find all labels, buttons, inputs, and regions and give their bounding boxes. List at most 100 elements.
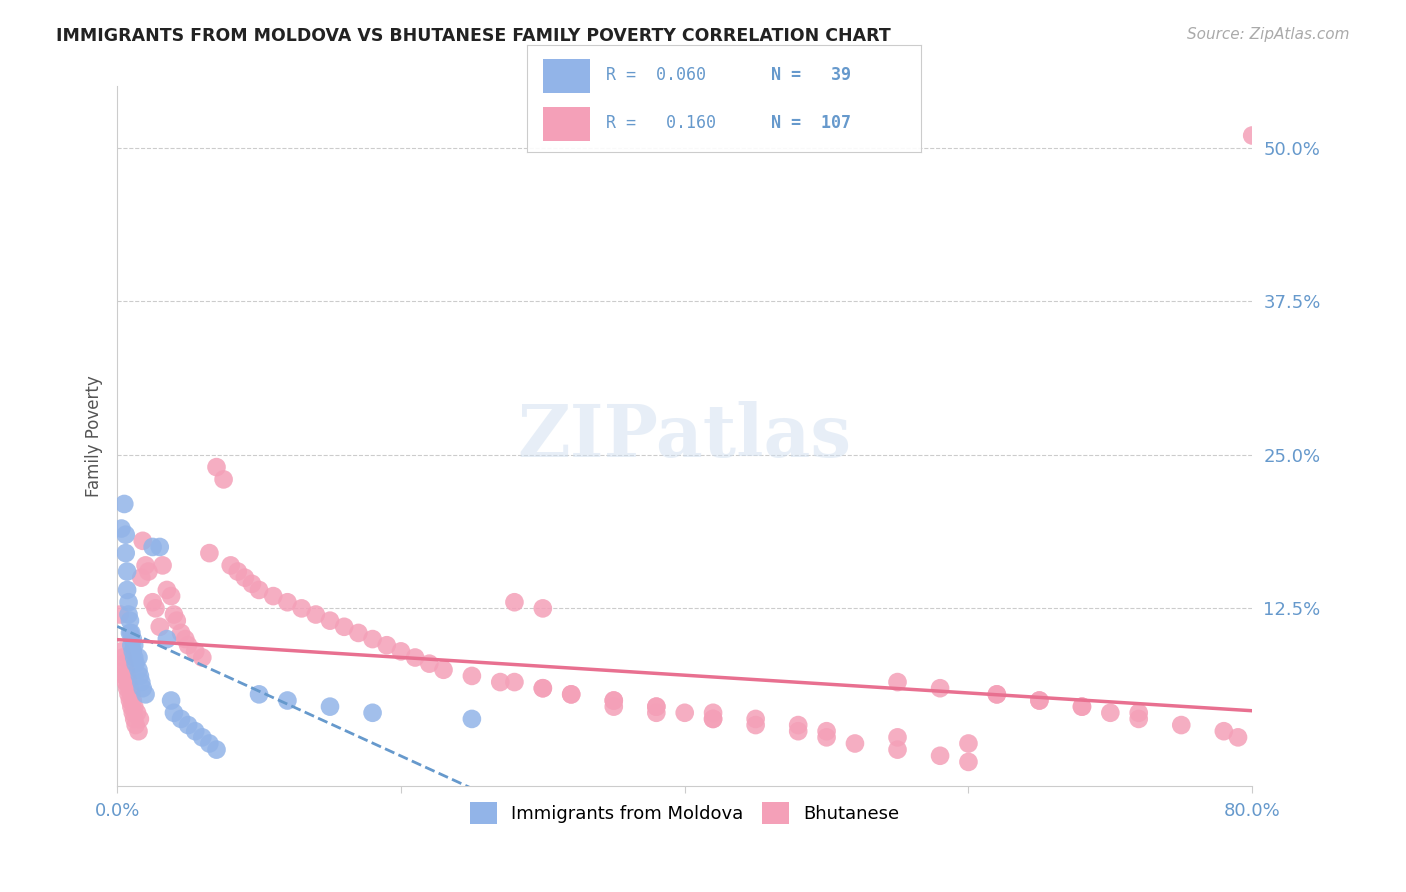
Point — [603, 693, 626, 707]
Point — [166, 614, 188, 628]
Point — [489, 675, 512, 690]
Point — [929, 681, 952, 696]
Point — [531, 681, 554, 696]
Point — [124, 718, 146, 732]
Point — [120, 699, 142, 714]
Point — [112, 669, 135, 683]
Point — [347, 626, 370, 640]
Point — [120, 638, 142, 652]
Point — [142, 540, 165, 554]
Point — [212, 472, 235, 486]
Point — [184, 644, 207, 658]
Point — [375, 638, 398, 652]
Point — [645, 706, 668, 720]
Point — [184, 724, 207, 739]
FancyBboxPatch shape — [543, 59, 591, 93]
Point — [957, 737, 980, 751]
Point — [240, 577, 263, 591]
Point — [815, 724, 838, 739]
Point — [174, 632, 197, 646]
Point — [404, 650, 426, 665]
Point — [115, 681, 138, 696]
Point — [142, 595, 165, 609]
Point — [305, 607, 328, 622]
Point — [1028, 693, 1050, 707]
Text: R =   0.160: R = 0.160 — [606, 114, 716, 132]
Point — [118, 681, 141, 696]
Point — [121, 644, 143, 658]
Point — [560, 687, 582, 701]
Point — [645, 699, 668, 714]
Point — [121, 706, 143, 720]
Point — [461, 669, 484, 683]
Point — [177, 718, 200, 732]
Point — [702, 712, 724, 726]
Point — [120, 687, 142, 701]
Point — [122, 699, 145, 714]
Point — [418, 657, 440, 671]
Point — [152, 558, 174, 573]
Point — [1212, 724, 1234, 739]
Point — [844, 737, 866, 751]
Text: N =  107: N = 107 — [772, 114, 851, 132]
Point — [114, 663, 136, 677]
Point — [276, 595, 298, 609]
Point — [560, 687, 582, 701]
Point — [503, 675, 526, 690]
Point — [886, 675, 908, 690]
Point — [160, 693, 183, 707]
Point — [531, 601, 554, 615]
Point — [118, 626, 141, 640]
Point — [135, 558, 157, 573]
Point — [673, 706, 696, 720]
Point — [361, 706, 384, 720]
Point — [1071, 699, 1094, 714]
Point — [149, 620, 172, 634]
Point — [117, 675, 139, 690]
Point — [115, 582, 138, 597]
Point — [191, 731, 214, 745]
Point — [702, 712, 724, 726]
Point — [1128, 706, 1150, 720]
Point — [145, 601, 167, 615]
Point — [361, 632, 384, 646]
Point — [503, 595, 526, 609]
Point — [160, 589, 183, 603]
Point — [110, 644, 132, 658]
Point — [1227, 731, 1250, 745]
Point — [461, 712, 484, 726]
Point — [177, 638, 200, 652]
Point — [787, 718, 810, 732]
Point — [122, 712, 145, 726]
Point — [219, 558, 242, 573]
Point — [787, 724, 810, 739]
Point — [115, 669, 138, 683]
Point — [128, 669, 150, 683]
Point — [291, 601, 314, 615]
Point — [319, 699, 342, 714]
Point — [432, 663, 454, 677]
Point — [886, 731, 908, 745]
Point — [1099, 706, 1122, 720]
Point — [118, 614, 141, 628]
Point — [121, 693, 143, 707]
Point — [191, 650, 214, 665]
Point — [122, 650, 145, 665]
Point — [111, 650, 134, 665]
Point — [247, 582, 270, 597]
Point — [986, 687, 1008, 701]
Point — [333, 620, 356, 634]
Point — [112, 657, 135, 671]
Point — [131, 675, 153, 690]
Point — [603, 699, 626, 714]
Text: IMMIGRANTS FROM MOLDOVA VS BHUTANESE FAMILY POVERTY CORRELATION CHART: IMMIGRANTS FROM MOLDOVA VS BHUTANESE FAM… — [56, 27, 891, 45]
Point — [156, 632, 179, 646]
Point — [198, 546, 221, 560]
Point — [744, 712, 766, 726]
Point — [124, 657, 146, 671]
Point — [702, 706, 724, 720]
Point — [603, 693, 626, 707]
Point — [645, 699, 668, 714]
Point — [744, 718, 766, 732]
Point — [132, 533, 155, 548]
